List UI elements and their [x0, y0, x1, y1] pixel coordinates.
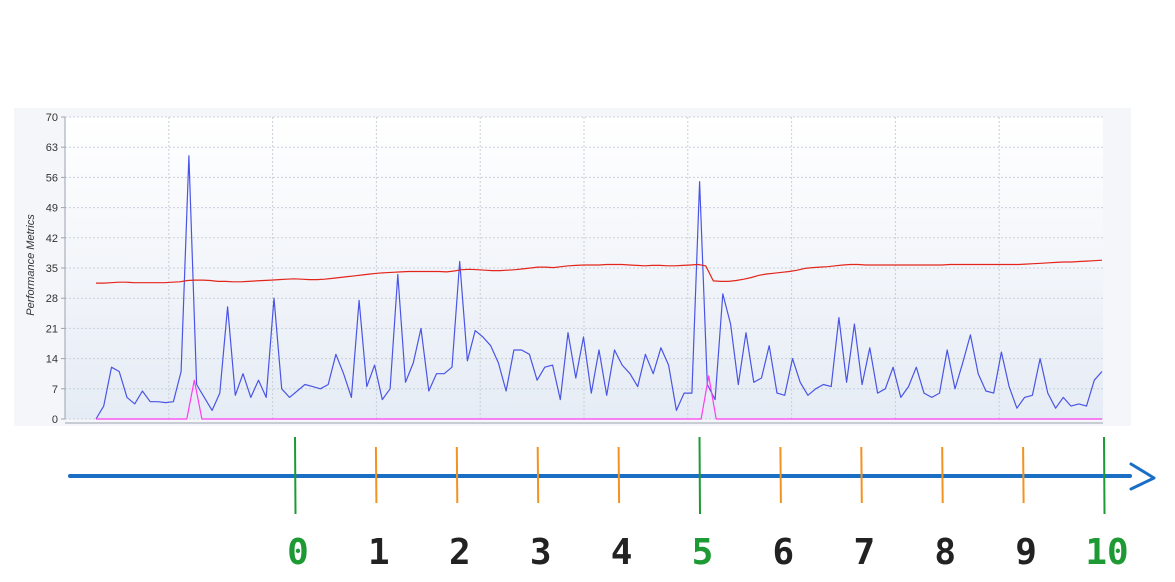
y-axis-label: Performance Metrics — [25, 214, 37, 316]
y-tick-label: 70 — [46, 112, 58, 124]
timeline-label: 9 — [1015, 532, 1037, 573]
y-tick-label: 49 — [46, 203, 58, 215]
timeline-label: 1 — [368, 532, 390, 573]
y-tick-label: 0 — [52, 414, 58, 426]
timeline-label: 2 — [449, 532, 471, 573]
y-tick-label: 63 — [46, 142, 58, 154]
timeline-minor-tick — [779, 446, 782, 504]
timeline-label: 6 — [773, 532, 795, 573]
timeline-minor-tick — [941, 446, 944, 504]
timeline-major-tick — [698, 436, 701, 515]
timeline-label: 10 — [1085, 532, 1128, 573]
timeline-label: 5 — [692, 532, 714, 573]
y-tick-label: 35 — [46, 263, 58, 275]
timeline-label: 0 — [287, 532, 309, 573]
y-axis: 0 7 14 21 28 35 42 49 56 63 70 — [46, 112, 1103, 426]
y-tick-label: 56 — [46, 172, 58, 184]
timeline-minor-tick — [1022, 446, 1025, 504]
timeline-minor-tick — [374, 446, 378, 504]
timeline-minor-tick — [455, 446, 459, 504]
timeline-axis: 0 1 2 3 4 5 6 7 8 9 10 — [68, 436, 1156, 573]
y-tick-label: 28 — [46, 293, 58, 305]
timeline-arrow-head — [1129, 462, 1156, 491]
y-tick-label: 42 — [46, 233, 58, 245]
timeline-label: 3 — [530, 532, 552, 573]
timeline-major-tick — [1103, 436, 1106, 515]
timeline-major-tick — [294, 436, 297, 515]
y-tick-label: 14 — [46, 354, 58, 366]
timeline-label: 8 — [934, 532, 956, 573]
series-line-2 — [96, 375, 1102, 420]
y-tick-label: 21 — [46, 323, 58, 335]
timeline-minor-tick — [617, 446, 621, 504]
timeline-label: 7 — [853, 532, 875, 573]
series-layer — [95, 155, 1103, 420]
timeline-label: 4 — [611, 532, 633, 573]
timeline-minor-tick — [860, 446, 863, 504]
y-tick-label: 7 — [52, 384, 58, 396]
series-line-1 — [96, 259, 1103, 284]
timeline-minor-tick — [536, 446, 540, 504]
series-line-0 — [95, 155, 1103, 420]
